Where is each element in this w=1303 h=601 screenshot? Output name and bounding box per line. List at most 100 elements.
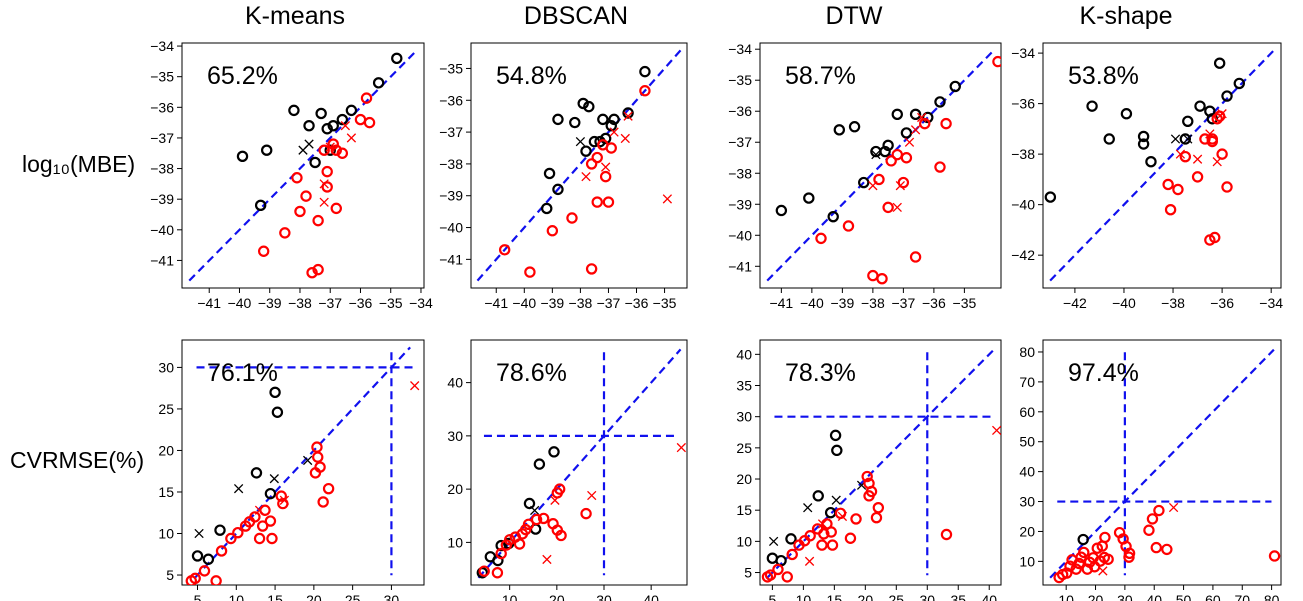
- data-point-circle: [503, 534, 516, 546]
- y-tick-label: 10: [736, 533, 752, 549]
- data-point-circle: [1213, 57, 1226, 69]
- data-point-cross: [910, 125, 921, 135]
- percentage-label: 97.4%: [1068, 359, 1139, 387]
- data-point-circle: [543, 167, 556, 180]
- x-tick-label: −36: [922, 295, 946, 311]
- data-point-cross: [302, 455, 313, 466]
- data-point-circle: [311, 441, 323, 453]
- data-point-circle: [803, 192, 815, 204]
- data-point-cross: [325, 142, 335, 152]
- data-point-cross: [254, 505, 265, 515]
- y-tick-label: −39: [728, 196, 752, 212]
- data-point-circle: [312, 214, 324, 227]
- data-point-circle: [850, 513, 862, 525]
- data-point-cross: [1192, 154, 1203, 164]
- data-point-circle: [555, 529, 567, 542]
- data-point-circle: [1070, 563, 1082, 575]
- data-point-circle: [622, 107, 634, 119]
- data-point-cross: [194, 528, 204, 539]
- data-point-circle: [309, 156, 321, 169]
- data-point-circle: [891, 108, 903, 121]
- x-tick-label: −38: [1161, 295, 1185, 311]
- data-point-circle: [1206, 133, 1218, 145]
- data-point-circle: [232, 526, 244, 539]
- y-tick-label: −42: [1011, 247, 1035, 263]
- data-point-cross: [662, 194, 673, 204]
- data-point-circle: [786, 548, 798, 561]
- plot-frame: [1042, 339, 1282, 586]
- data-point-circle: [1044, 191, 1057, 203]
- data-point-cross: [904, 137, 915, 147]
- data-point-cross: [620, 133, 630, 144]
- diagonal-reference-line: [477, 348, 682, 579]
- plot-frame: [470, 339, 688, 586]
- data-point-circle: [605, 120, 617, 132]
- y-tick-label: 80: [1019, 344, 1035, 360]
- data-point-circle: [312, 263, 324, 276]
- data-point-circle: [261, 144, 273, 156]
- data-point-circle: [269, 386, 281, 399]
- x-tick-label: −42: [1063, 295, 1087, 311]
- data-point-circle: [772, 563, 784, 576]
- y-tick-label: 30: [736, 409, 752, 425]
- data-point-circle: [934, 161, 946, 173]
- x-tick-label: −41: [197, 295, 221, 311]
- plot-frame: [181, 339, 425, 586]
- data-point-circle: [844, 532, 857, 544]
- data-point-circle: [825, 526, 837, 538]
- y-tick-label: 20: [736, 471, 752, 487]
- data-point-circle: [330, 202, 342, 215]
- x-tick-label: −35: [379, 295, 403, 311]
- percentage-label: 58.7%: [785, 62, 856, 90]
- y-tick-label: −40: [439, 220, 463, 236]
- data-point-circle: [885, 155, 897, 167]
- data-point-cross: [817, 519, 828, 529]
- data-point-circle: [861, 470, 873, 483]
- data-point-circle: [566, 212, 578, 224]
- x-tick-label: 10: [796, 592, 812, 601]
- y-tick-label: −34: [1011, 45, 1035, 61]
- x-tick-label: −41: [484, 295, 508, 311]
- data-point-circle: [315, 107, 327, 120]
- data-point-circle: [324, 144, 336, 156]
- data-point-circle: [940, 528, 953, 541]
- data-point-circle: [275, 490, 287, 502]
- y-tick-label: −39: [439, 188, 463, 204]
- data-point-circle: [815, 232, 827, 245]
- percentage-label: 78.6%: [496, 359, 567, 387]
- data-point-cross: [837, 511, 848, 522]
- x-tick-label: 60: [1205, 592, 1221, 601]
- data-point-circle: [314, 461, 326, 473]
- data-point-circle: [639, 85, 651, 97]
- data-point-circle: [919, 117, 931, 130]
- x-tick-label: 30: [596, 592, 612, 601]
- data-point-circle: [585, 263, 598, 275]
- data-point-circle: [842, 220, 855, 232]
- diagonal-reference-line: [766, 49, 995, 282]
- x-tick-label: 20: [1088, 592, 1104, 601]
- data-point-cross: [319, 179, 329, 189]
- data-point-circle: [291, 172, 303, 184]
- plot-frame: [181, 42, 425, 289]
- data-point-circle: [198, 565, 211, 577]
- data-point-cross: [803, 503, 813, 513]
- data-point-circle: [1145, 156, 1157, 168]
- data-point-circle: [327, 138, 339, 150]
- y-tick-label: −36: [1011, 96, 1035, 112]
- data-point-circle: [321, 165, 333, 178]
- data-point-cross: [868, 180, 878, 191]
- panel-mbe-kmeans: −41 −40 −39 −38 −37 −36 −35 −34−41−40−39−38−37−…: [150, 38, 433, 311]
- diagonal-reference-line: [766, 348, 995, 579]
- data-point-circle: [1153, 504, 1165, 517]
- data-point-circle: [1164, 204, 1177, 216]
- data-point-circle: [949, 80, 961, 93]
- data-point-circle: [478, 565, 490, 577]
- x-tick-label: 40: [643, 592, 659, 601]
- data-point-cross: [1098, 566, 1108, 576]
- y-tick-label: 40: [1019, 464, 1035, 480]
- data-point-circle: [1179, 133, 1192, 145]
- percentage-label: 54.8%: [496, 62, 567, 90]
- data-point-circle: [300, 190, 312, 202]
- data-point-circle: [254, 199, 267, 212]
- data-point-circle: [891, 148, 903, 161]
